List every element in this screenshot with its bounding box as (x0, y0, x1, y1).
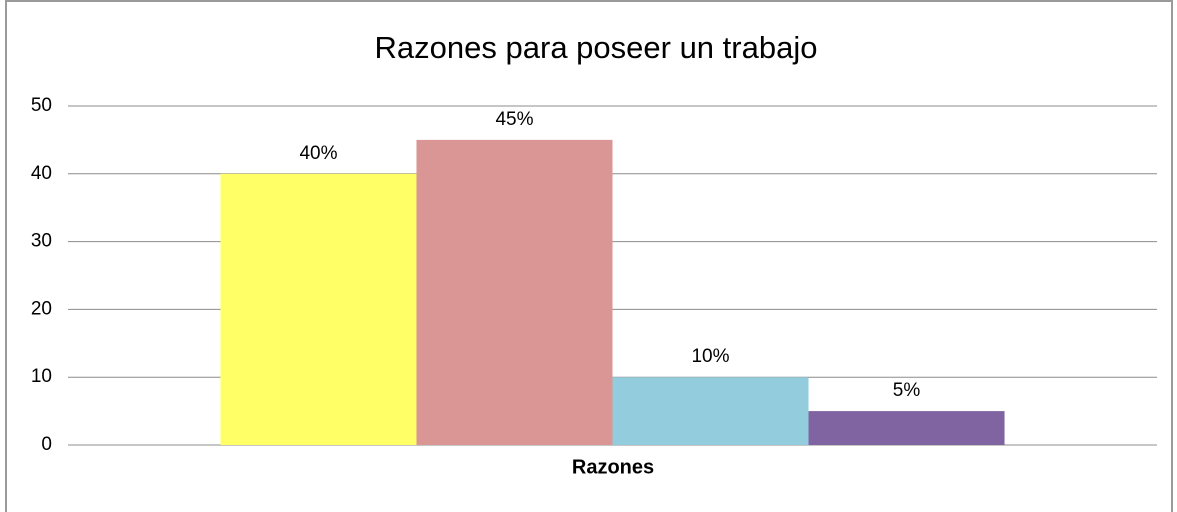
data-label: 5% (893, 380, 921, 401)
chart-frame (5, 0, 1173, 512)
data-label: 40% (299, 143, 337, 164)
y-tick-label: 30 (31, 231, 52, 252)
bar (416, 139, 613, 445)
bar (612, 377, 809, 445)
y-tick-label: 40 (31, 163, 52, 184)
y-tick-label: 20 (31, 298, 52, 319)
x-axis-label: Razones (572, 456, 654, 478)
y-tick-label: 0 (41, 434, 52, 455)
bar (220, 173, 417, 446)
chart-title: Razones para poseer un trabajo (375, 30, 818, 65)
y-tick-label: 10 (31, 366, 52, 387)
data-label: 10% (691, 346, 729, 367)
bar (808, 411, 1005, 445)
data-label: 45% (495, 109, 533, 130)
y-tick-label: 50 (31, 95, 52, 116)
